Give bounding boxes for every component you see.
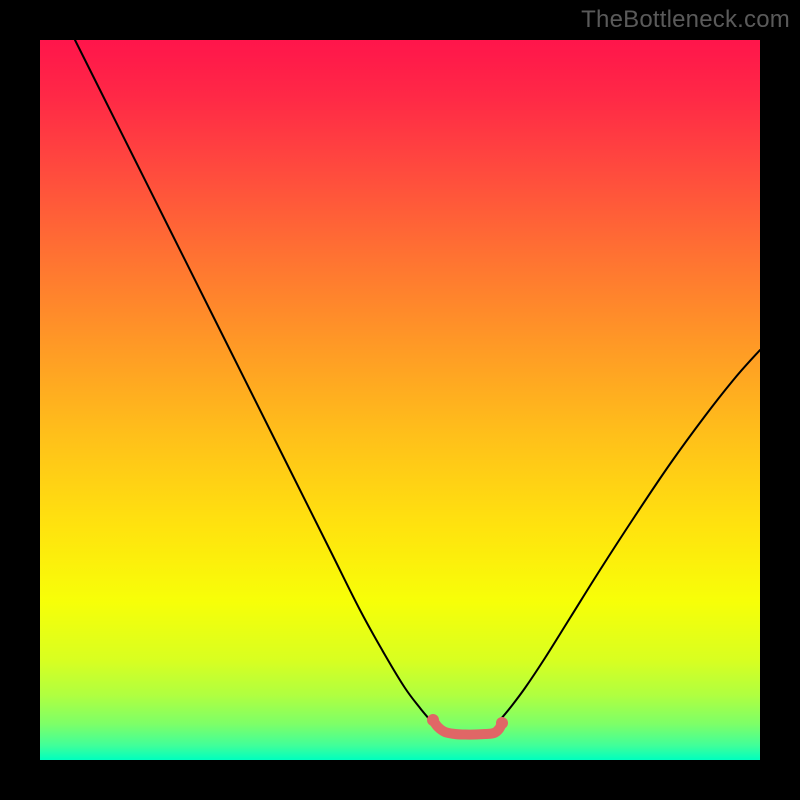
plot-area (40, 40, 760, 760)
curve-right (500, 350, 760, 720)
curves-layer (40, 40, 760, 760)
watermark-text: TheBottleneck.com (581, 6, 790, 34)
highlight-endpoint-right (496, 717, 508, 729)
highlight-segment (433, 720, 502, 735)
curve-left (75, 40, 430, 720)
highlight-endpoint-left (427, 714, 439, 726)
